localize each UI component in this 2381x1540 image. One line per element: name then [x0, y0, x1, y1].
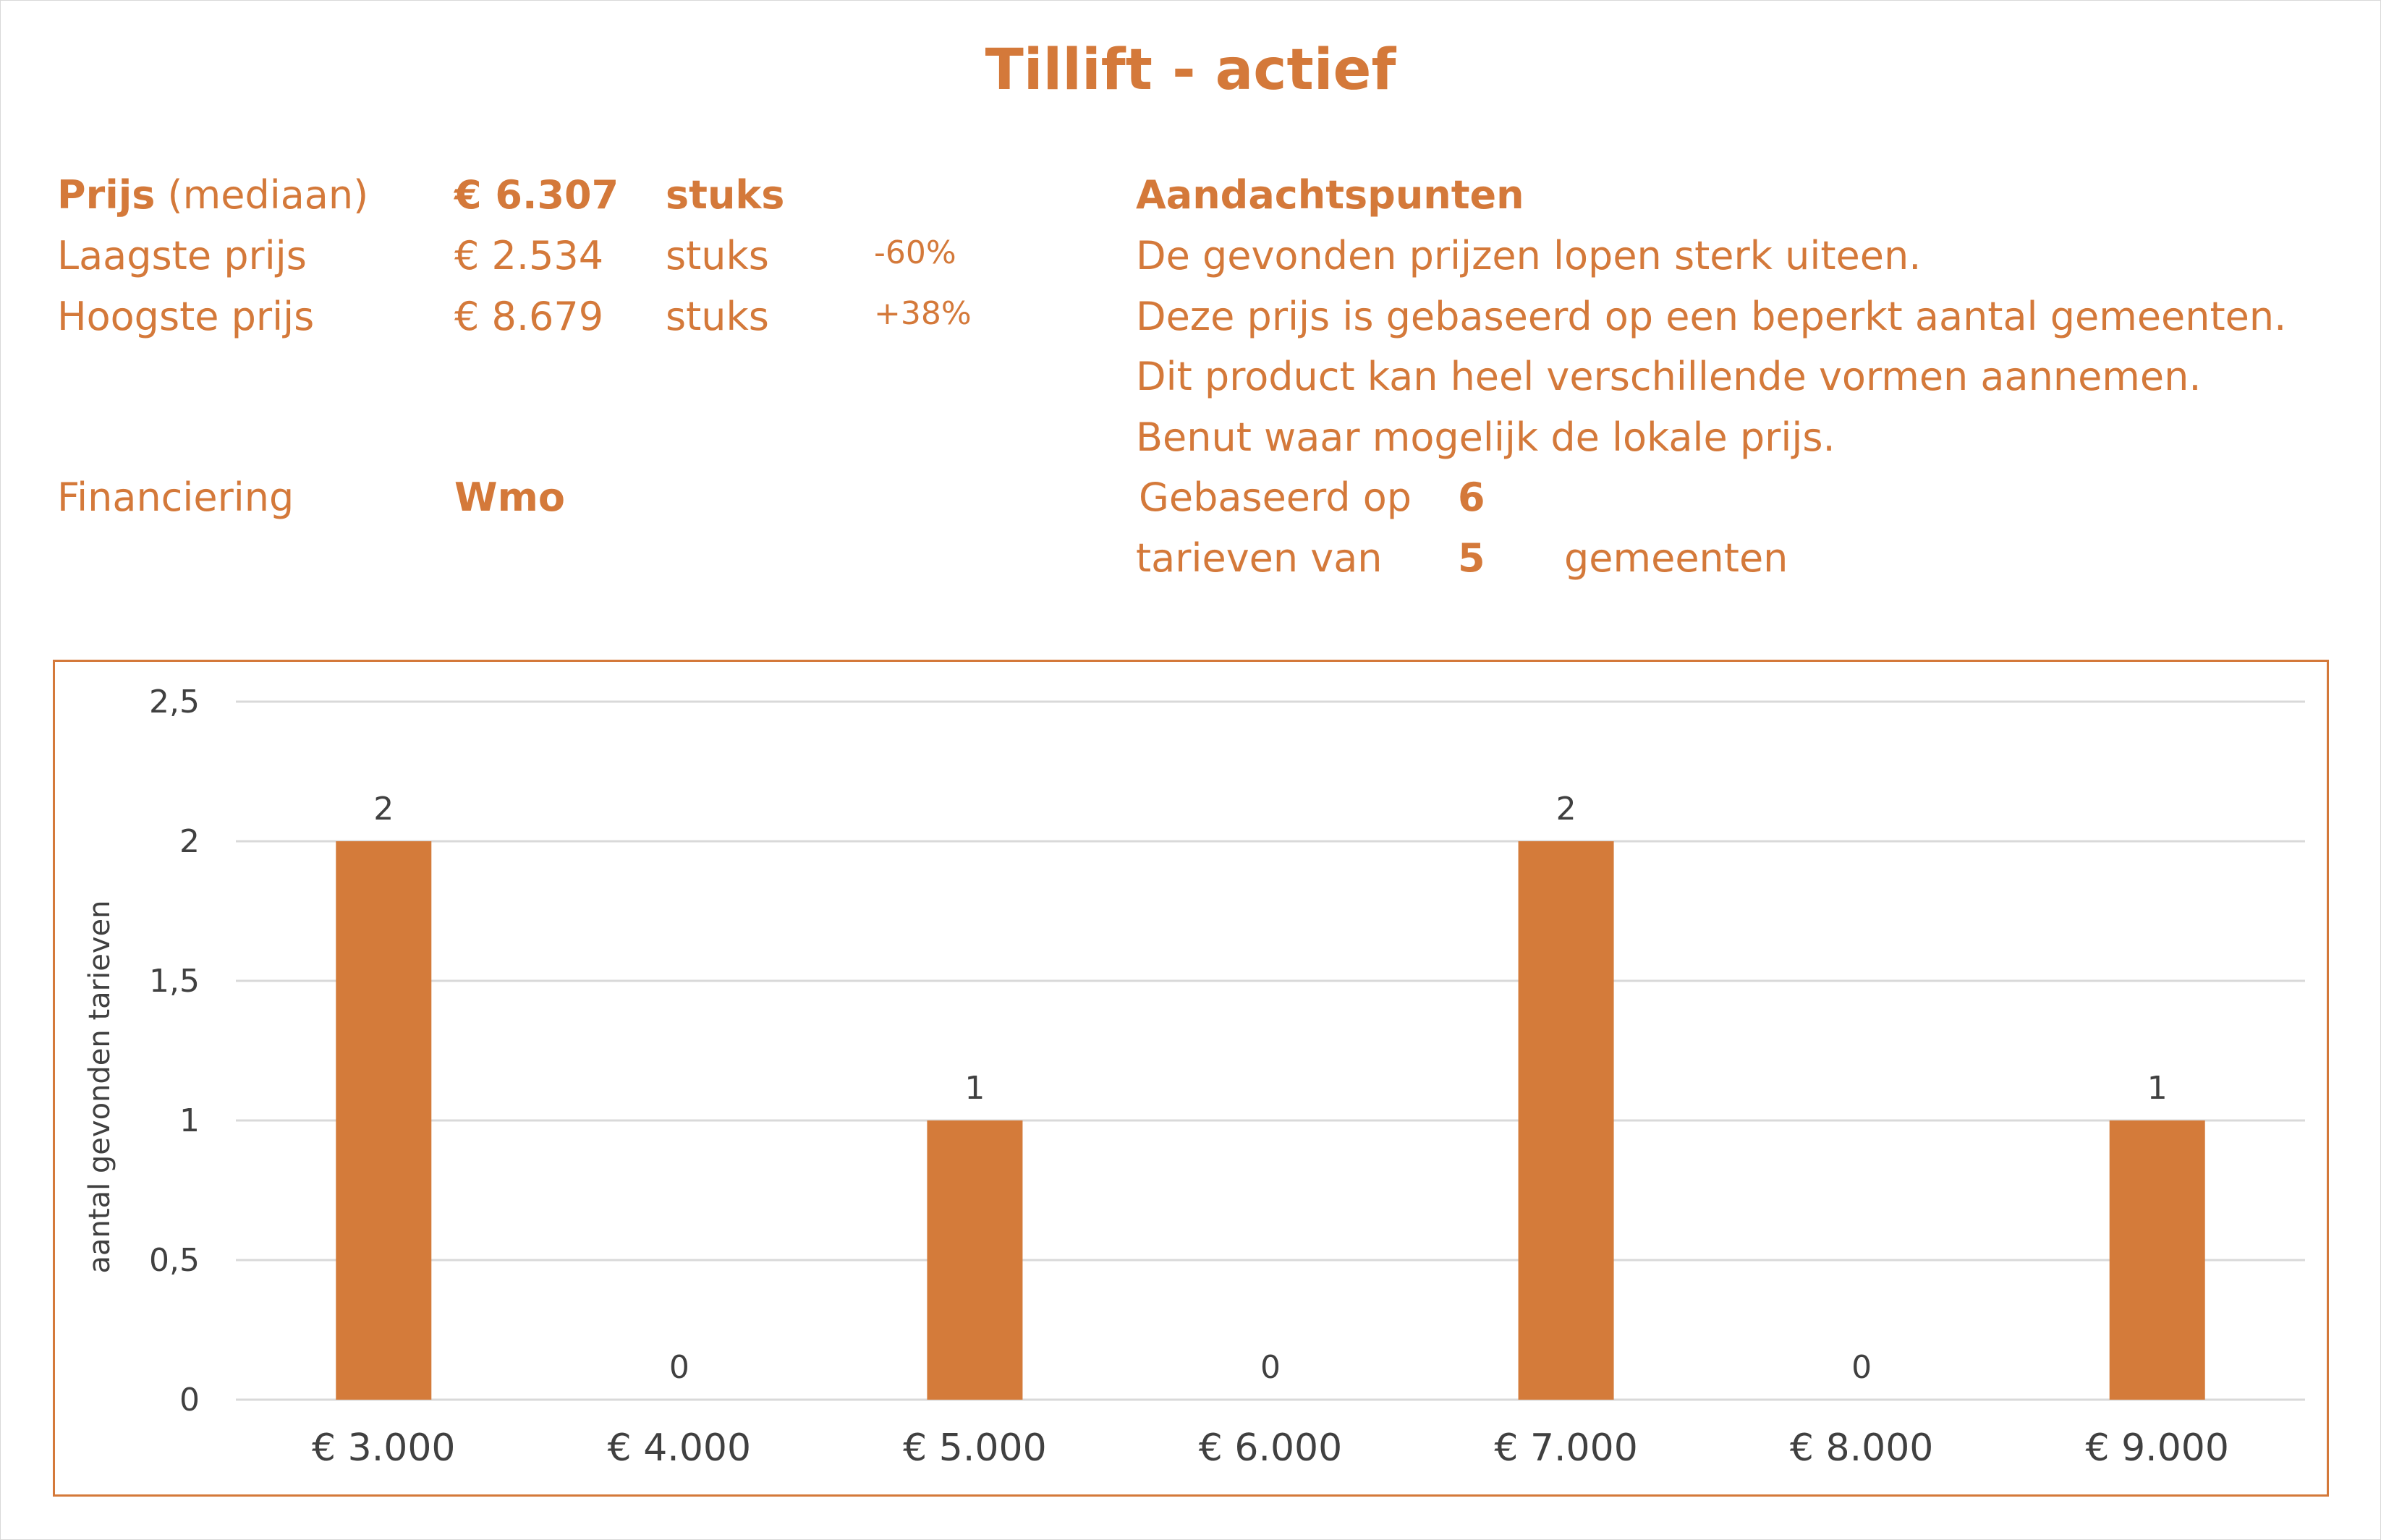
bar-chart: 2 0 1 0 2 0 1 0 0,5 1 1,5 2 2,5 € 3.000 € 4.000 € 5.0… — [83, 684, 2305, 1470]
x-tick-label: € 9.000 — [2085, 1426, 2228, 1470]
attention-heading: Aandachtspunten — [1136, 172, 1524, 218]
grid-lines — [236, 700, 2305, 1401]
median-price-label-bold: Prijs — [57, 172, 156, 218]
bar-data-label: 1 — [964, 1070, 985, 1107]
highest-price-percent: +38% — [874, 295, 972, 332]
x-tick-label: € 5.000 — [903, 1426, 1046, 1470]
bar-data-label: 0 — [669, 1349, 689, 1386]
highest-price-value: € 8.679 — [454, 294, 604, 339]
bar — [1518, 841, 1614, 1400]
attention-line: De gevonden prijzen lopen sterk uiteen. — [1136, 233, 1922, 278]
median-price-value: € 6.307 — [454, 172, 619, 218]
lowest-price-label: Laagste prijs — [57, 233, 307, 278]
y-axis-ticks: 0 0,5 1 1,5 2 2,5 — [149, 684, 200, 1418]
x-axis-ticks: € 3.000 € 4.000 € 5.000 € 6.000 € 7.000 € 8.0… — [312, 1426, 2229, 1470]
rates-from-label: tarieven van — [1136, 535, 1383, 581]
bar-data-label: 2 — [373, 791, 394, 828]
highest-price-unit: stuks — [666, 294, 769, 339]
page-title: Tillift - actief — [985, 38, 1396, 103]
bar-data-label: 0 — [1851, 1349, 1872, 1386]
lowest-price-value: € 2.534 — [454, 233, 604, 278]
x-tick-label: € 7.000 — [1494, 1426, 1637, 1470]
x-tick-label: € 6.000 — [1199, 1426, 1342, 1470]
bar-data-label: 1 — [2147, 1070, 2168, 1107]
based-on-value: 6 — [1458, 475, 1485, 520]
bar-data-label: 2 — [1556, 791, 1576, 828]
y-tick-label: 2,5 — [149, 684, 200, 720]
x-tick-label: € 4.000 — [608, 1426, 751, 1470]
attention-line: Benut waar mogelijk de lokale prijs. — [1136, 414, 1835, 460]
bar — [2109, 1120, 2205, 1400]
bar — [336, 841, 432, 1400]
highest-price-label: Hoogste prijs — [57, 294, 315, 339]
median-price-label-rest: (mediaan) — [167, 172, 369, 218]
x-tick-label: € 3.000 — [312, 1426, 455, 1470]
y-tick-label: 0 — [179, 1382, 200, 1418]
y-tick-label: 1,5 — [149, 963, 200, 1000]
bar-data-label: 0 — [1260, 1349, 1281, 1386]
y-axis-label: aantal gevonden tarieven — [83, 901, 116, 1274]
chart-frame: 2 0 1 0 2 0 1 0 0,5 1 1,5 2 2,5 € 3.000 € 4.000 € 5.0… — [53, 660, 2329, 1497]
financing-label: Financiering — [57, 475, 294, 520]
median-price-label: Prijs (mediaan) — [57, 170, 368, 221]
lowest-price-percent: -60% — [874, 234, 956, 271]
median-price-unit: stuks — [666, 172, 785, 218]
rates-from-value: 5 — [1458, 535, 1485, 581]
financing-value: Wmo — [454, 475, 565, 520]
data-labels: 2 0 1 0 2 0 1 — [373, 791, 2167, 1386]
y-tick-label: 2 — [179, 823, 200, 860]
bar — [927, 1120, 1023, 1400]
attention-line: Deze prijs is gebaseerd op een beperkt a… — [1136, 294, 2287, 339]
y-tick-label: 0,5 — [149, 1242, 200, 1279]
based-on-label: Gebaseerd op — [1139, 475, 1412, 520]
municipalities-label: gemeenten — [1564, 535, 1788, 581]
y-tick-label: 1 — [179, 1102, 200, 1139]
lowest-price-unit: stuks — [666, 233, 769, 278]
attention-line: Dit product kan heel verschillende vorme… — [1136, 354, 2202, 399]
bars — [336, 841, 2205, 1400]
x-tick-label: € 8.000 — [1790, 1426, 1933, 1470]
